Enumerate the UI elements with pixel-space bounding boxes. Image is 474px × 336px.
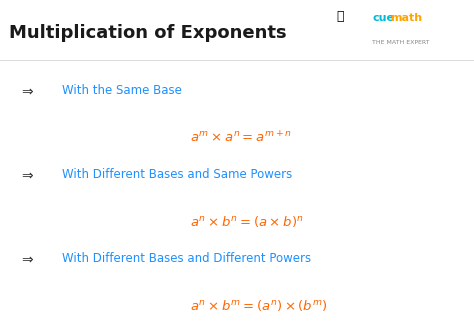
Text: THE MATH EXPERT: THE MATH EXPERT xyxy=(372,40,429,45)
Text: With the Same Base: With the Same Base xyxy=(62,84,182,97)
Text: 🚀: 🚀 xyxy=(337,10,344,23)
Text: math: math xyxy=(390,13,422,24)
Text: $a^m \times a^n = a^{m+n}$: $a^m \times a^n = a^{m+n}$ xyxy=(190,130,292,145)
Text: With Different Bases and Different Powers: With Different Bases and Different Power… xyxy=(62,252,311,265)
Text: $\Rightarrow$: $\Rightarrow$ xyxy=(19,168,35,182)
Text: $\Rightarrow$: $\Rightarrow$ xyxy=(19,252,35,266)
Text: $a^n \times b^n = (a \times b)^n$: $a^n \times b^n = (a \times b)^n$ xyxy=(190,214,303,229)
Text: $a^n \times b^m = (a^n) \times (b^m)$: $a^n \times b^m = (a^n) \times (b^m)$ xyxy=(190,298,328,313)
Text: cue: cue xyxy=(372,13,394,24)
Text: With Different Bases and Same Powers: With Different Bases and Same Powers xyxy=(62,168,292,181)
Text: Multiplication of Exponents: Multiplication of Exponents xyxy=(9,24,287,42)
Text: $\Rightarrow$: $\Rightarrow$ xyxy=(19,84,35,98)
